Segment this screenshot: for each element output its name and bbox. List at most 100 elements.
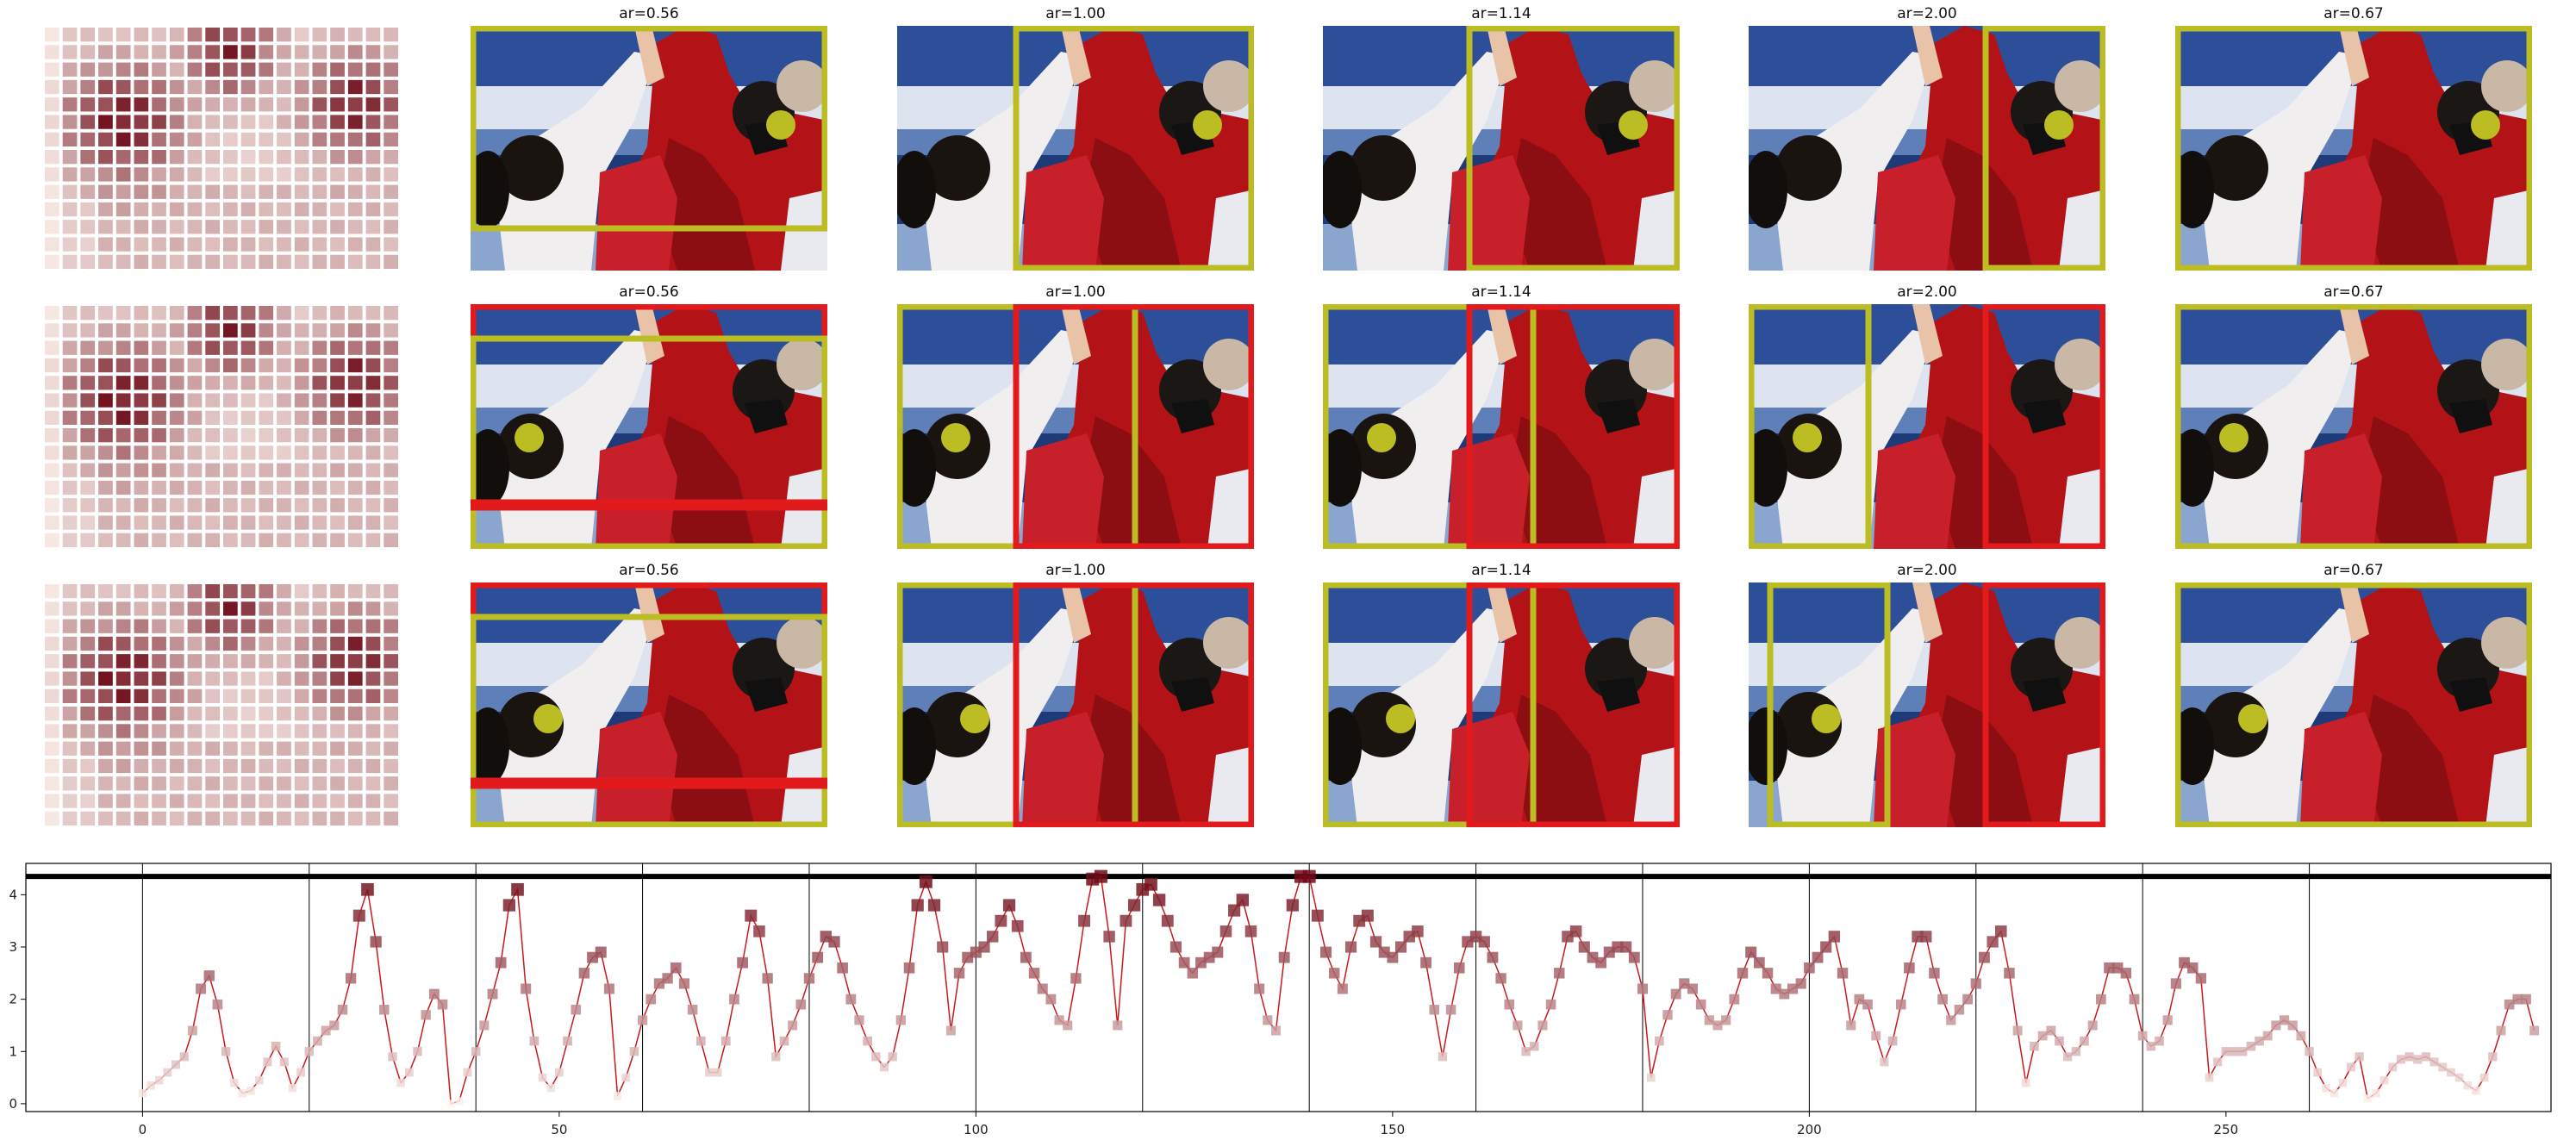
panel-title: ar=2.00 <box>1897 5 1957 22</box>
heatmap-cell <box>259 306 274 321</box>
heatmap-cell <box>330 150 345 165</box>
heatmap-cell <box>384 601 398 616</box>
heatmap-cell <box>152 619 166 633</box>
alt-crop-box <box>471 777 827 789</box>
data-point <box>603 983 614 994</box>
data-point <box>2146 1041 2156 1051</box>
heatmap-cell <box>134 393 149 408</box>
data-point <box>1937 994 1948 1005</box>
heatmap-cell <box>384 654 398 669</box>
heatmap-cell <box>152 79 166 95</box>
crop-box <box>1982 26 2105 271</box>
heatmap-cell <box>152 811 166 825</box>
heatmap-cell <box>187 45 203 59</box>
heatmap-cell <box>347 758 363 774</box>
heatmap-cell <box>115 220 131 234</box>
heatmap-cell <box>98 794 113 808</box>
heatmap-cell <box>294 758 309 774</box>
heatmap-cell <box>312 376 327 390</box>
heatmap-cell <box>205 254 220 269</box>
heatmap-cell <box>98 28 113 42</box>
heatmap-cell <box>134 410 149 425</box>
heatmap-cell <box>277 724 291 738</box>
heatmap-cell <box>205 671 220 686</box>
heatmap-cell <box>312 636 327 651</box>
heatmap-cell <box>187 220 203 234</box>
data-point <box>2454 1073 2464 1082</box>
heatmap-cell <box>223 410 238 425</box>
heatmap-cell <box>80 184 96 199</box>
heatmap-cell <box>134 62 149 77</box>
heatmap-cell <box>62 515 78 530</box>
heatmap-cell <box>115 707 131 721</box>
heatmap-cell <box>277 45 291 59</box>
data-point <box>1904 962 1915 974</box>
heatmap-cell <box>384 202 398 217</box>
heatmap-cell <box>62 184 78 199</box>
heatmap-cell <box>134 237 149 252</box>
heatmap-cell <box>187 707 203 721</box>
data-point <box>2322 1084 2330 1093</box>
focus-point <box>1812 704 1841 733</box>
data-point <box>1195 956 1207 969</box>
heatmap-cell <box>98 584 113 599</box>
heatmap-cell <box>98 776 113 791</box>
heatmap-cell <box>187 28 203 42</box>
heatmap-cell <box>45 794 59 808</box>
heatmap-cell <box>312 28 327 42</box>
heatmap-cell <box>294 115 309 129</box>
heatmap-cell <box>62 28 78 42</box>
heatmap-cell <box>169 794 184 808</box>
heatmap-cell <box>115 671 131 686</box>
heatmap-cell <box>98 115 113 129</box>
data-point <box>321 1025 331 1036</box>
heatmap-cell <box>384 132 398 146</box>
heatmap-cell <box>330 515 345 530</box>
heatmap-cell <box>240 463 256 477</box>
heatmap-cell <box>384 340 398 355</box>
heatmap-cell <box>259 671 274 686</box>
data-point <box>2488 1052 2498 1062</box>
heatmap-cell <box>384 428 398 443</box>
heatmap-cell <box>45 45 59 59</box>
heatmap-cell <box>347 376 363 390</box>
heatmap-cell <box>312 79 327 95</box>
heatmap-cell <box>187 601 203 616</box>
heatmap-cell <box>259 811 274 825</box>
heatmap-cell <box>365 758 381 774</box>
data-point <box>1394 941 1407 953</box>
data-point <box>2063 1052 2073 1062</box>
heatmap-cell <box>384 671 398 686</box>
heatmap-cell <box>62 167 78 182</box>
heatmap-cell <box>205 601 220 616</box>
data-point <box>1063 1020 1073 1031</box>
heatmap-cell <box>169 619 184 633</box>
data-point <box>1820 941 1832 953</box>
crop-panel: ar=0.56 <box>471 562 827 827</box>
data-point <box>1995 925 2007 938</box>
heatmap-cell <box>152 636 166 651</box>
data-point <box>1595 956 1606 969</box>
heatmap-cell <box>134 741 149 756</box>
heatmap-cell <box>365 358 381 373</box>
data-point <box>2221 1047 2231 1056</box>
heatmap-cell <box>62 62 78 77</box>
heatmap-cell <box>62 445 78 460</box>
heatmap-cell <box>62 688 78 703</box>
heatmap-cell <box>365 202 381 217</box>
heatmap-cell <box>115 115 131 129</box>
heatmap-cell <box>80 150 96 165</box>
heatmap-cell <box>277 533 291 547</box>
heatmap-cell <box>223 636 238 651</box>
heatmap-cell <box>277 794 291 808</box>
heatmap-cell <box>152 776 166 791</box>
heatmap-cell <box>80 654 96 669</box>
heatmap-cell <box>169 671 184 686</box>
heatmap-cell <box>312 584 327 599</box>
focus-point <box>2219 423 2249 452</box>
heatmap-cell <box>277 671 291 686</box>
data-point <box>595 946 607 958</box>
heatmap-cell <box>45 445 59 460</box>
heatmap-cell <box>205 758 220 774</box>
heatmap-cell <box>205 654 220 669</box>
